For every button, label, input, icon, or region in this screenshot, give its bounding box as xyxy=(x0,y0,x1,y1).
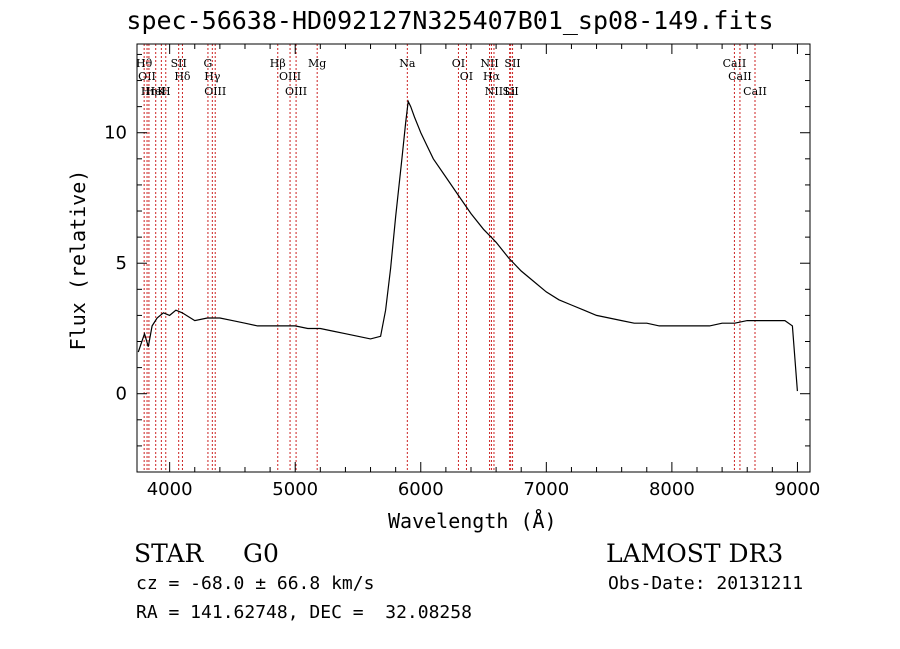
x-tick-label: 8000 xyxy=(649,479,695,500)
x-tick-label: 4000 xyxy=(147,479,193,500)
x-tick-label: 9000 xyxy=(775,479,821,500)
spectral-line-label: K xyxy=(157,85,166,98)
spectral-line-label: SII xyxy=(171,57,187,70)
spectral-line-label: OIII xyxy=(204,85,226,98)
spectral-line-label: Hα xyxy=(483,70,501,83)
x-tick-label: 7000 xyxy=(523,479,569,500)
spectral-line-label: Mg xyxy=(308,57,326,70)
x-tick-label: 5000 xyxy=(272,479,318,500)
spectral-line-label: Hθ xyxy=(136,57,153,70)
survey-name: LAMOST DR3 xyxy=(606,539,784,568)
spectral-line-label: OI xyxy=(460,70,473,83)
spectral-line-label: OII xyxy=(138,70,156,83)
spectral-line-label: OIII xyxy=(279,70,301,83)
spectral-line-label: SII xyxy=(504,57,520,70)
flux-series-line xyxy=(137,99,798,392)
spectral-line-label: G xyxy=(204,57,213,70)
obs-date: Obs-Date: 20131211 xyxy=(608,573,804,594)
spectral-line-label: CaII xyxy=(728,70,752,83)
x-tick-label: 6000 xyxy=(398,479,444,500)
y-tick-label: 10 xyxy=(104,123,127,144)
spectral-line-label: NII xyxy=(480,57,498,70)
spectral-line-label: Na xyxy=(399,57,416,70)
chart-title: spec-56638-HD092127N325407B01_sp08-149.f… xyxy=(126,6,774,35)
spectral-line-label: CaII xyxy=(723,57,747,70)
y-tick-label: 0 xyxy=(116,384,127,405)
spectral-line-label: NII xyxy=(485,85,503,98)
x-axis-label: Wavelength (Å) xyxy=(388,509,557,533)
spectral-line-label: Li xyxy=(504,85,515,98)
spectral-line-label: Hδ xyxy=(174,70,191,83)
redshift-info: cz = -68.0 ± 66.8 km/s xyxy=(136,573,375,594)
spectral-line-label: OI xyxy=(452,57,465,70)
spectral-line-label: Hβ xyxy=(270,57,286,70)
spectral-line-label: H xyxy=(161,85,171,98)
spectral-line-label: Hγ xyxy=(204,70,221,83)
spectral-line-label: CaII xyxy=(743,85,767,98)
object-subclass: G0 xyxy=(243,539,279,568)
spectral-line-label: HeI xyxy=(145,85,165,98)
y-axis-label: Flux (relative) xyxy=(66,169,90,351)
plot-frame xyxy=(136,43,811,473)
coordinates: RA = 141.62748, DEC = 32.08258 xyxy=(136,602,472,623)
y-tick-label: 5 xyxy=(116,253,127,274)
object-type: STAR xyxy=(134,539,204,568)
spectral-line-label: SII xyxy=(503,85,519,98)
spectral-line-label: OIII xyxy=(285,85,307,98)
spectral-line-label: Hη xyxy=(141,85,157,98)
